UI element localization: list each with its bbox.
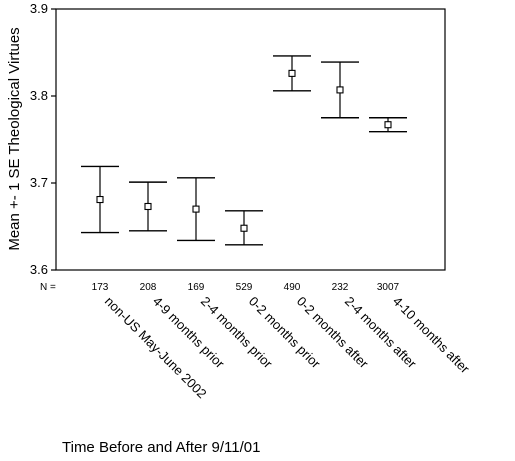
sample-size-label: N = <box>40 282 56 293</box>
sample-size-value: 208 <box>140 282 157 293</box>
sample-size-value: 169 <box>188 282 205 293</box>
mean-marker <box>192 205 200 213</box>
error-bar-2 <box>129 181 167 232</box>
y-axis: 3.6 3.7 3.8 3.9 <box>30 1 56 277</box>
x-axis-title: Time Before and After 9/11/01 <box>62 439 260 456</box>
mean-marker <box>144 202 152 211</box>
error-bar-series <box>81 55 407 246</box>
y-tick-label: 3.7 <box>30 175 48 190</box>
mean-marker <box>384 121 392 129</box>
error-bar-5 <box>273 55 311 92</box>
sample-size-value: 490 <box>284 282 301 293</box>
sample-size-row: N = 173 208 169 529 490 232 3007 <box>40 282 400 293</box>
sample-size-value: 173 <box>92 282 109 293</box>
mean-marker <box>336 86 344 94</box>
error-bar-7 <box>369 117 407 133</box>
mean-marker <box>96 195 104 204</box>
sample-size-value: 232 <box>332 282 349 293</box>
error-bar-6 <box>321 61 359 119</box>
y-tick-label: 3.6 <box>30 262 48 277</box>
error-bar-1 <box>81 165 119 234</box>
error-bar-4 <box>225 210 263 246</box>
plot-frame <box>55 8 446 271</box>
y-axis-title: Mean +- 1 SE Theological Virtues <box>6 27 23 250</box>
mean-marker <box>288 69 296 77</box>
y-tick-label: 3.9 <box>30 1 48 16</box>
sample-size-value: 529 <box>236 282 253 293</box>
sample-size-value: 3007 <box>377 282 400 293</box>
mean-marker <box>240 224 248 232</box>
error-bar-3 <box>177 177 215 242</box>
y-tick-label: 3.8 <box>30 88 48 103</box>
